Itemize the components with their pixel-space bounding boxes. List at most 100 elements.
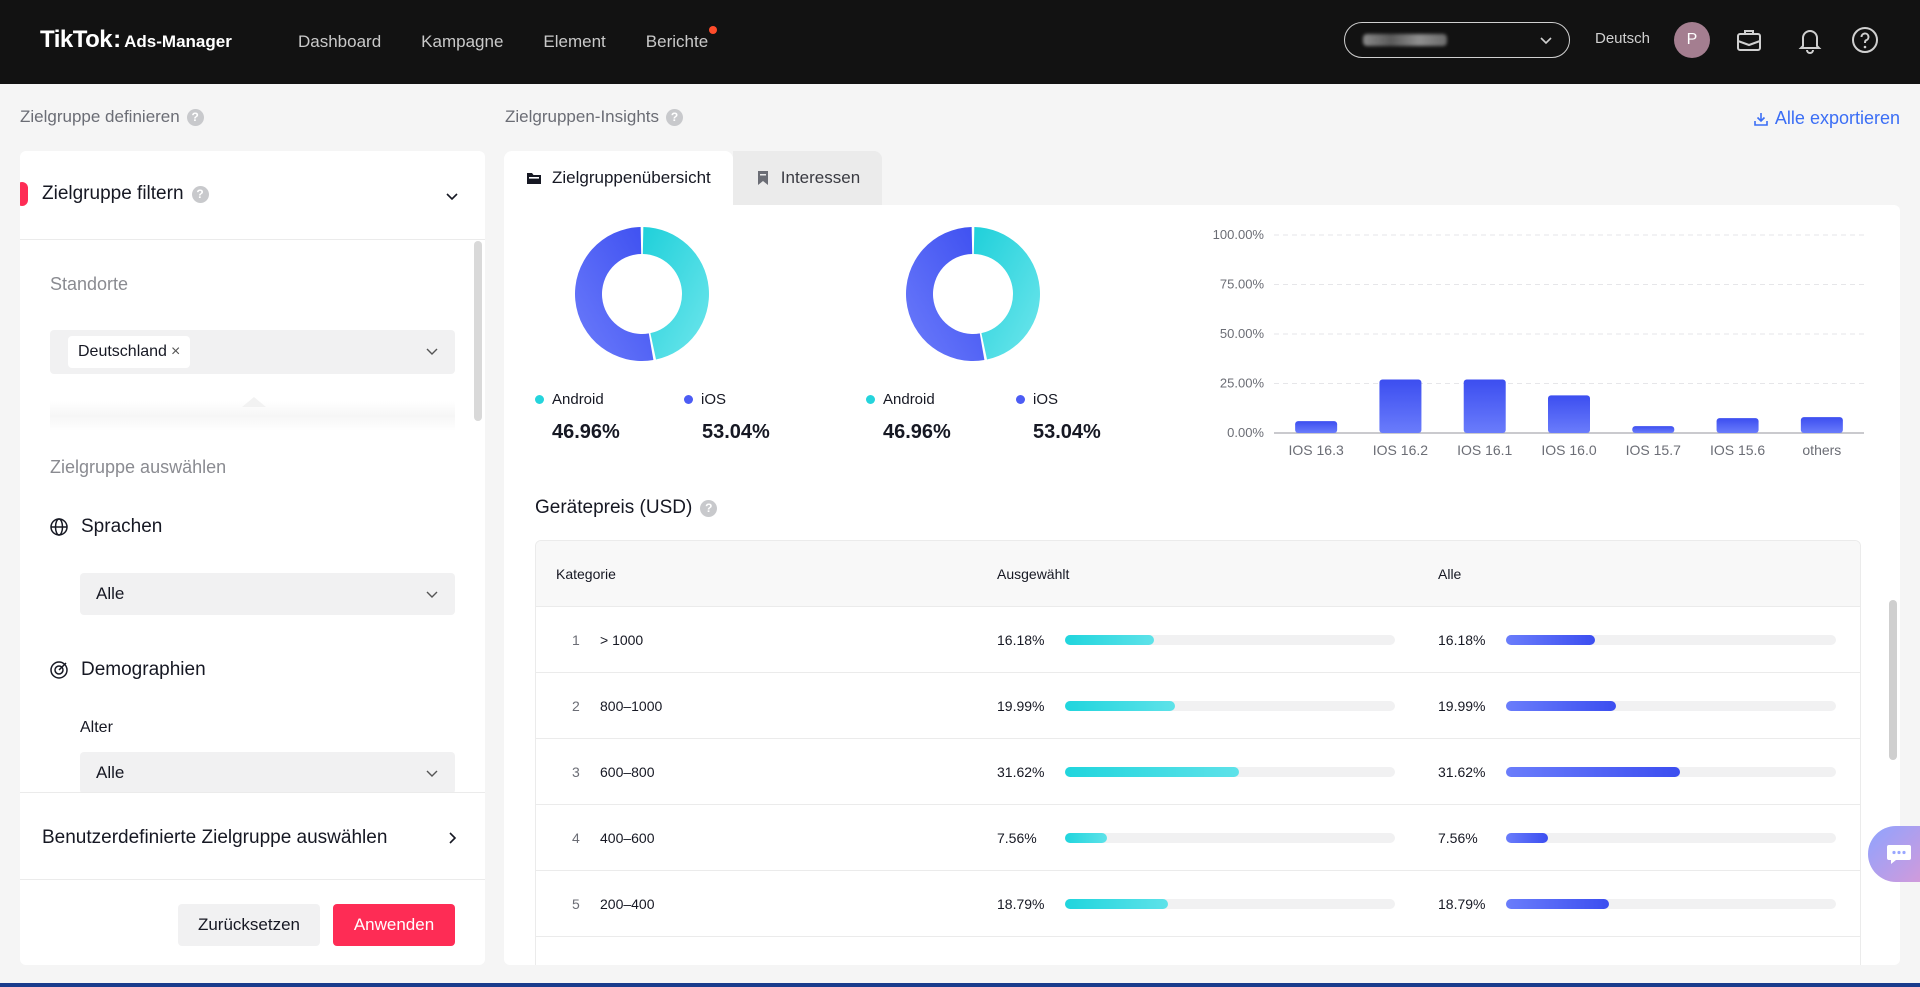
donut-slice-ios: [905, 227, 985, 361]
row-index: 4: [572, 830, 580, 846]
row-all-value: 5.86%: [1438, 962, 1478, 965]
help-icon[interactable]: ?: [666, 108, 684, 126]
panel-scrollbar[interactable]: [474, 241, 482, 421]
legend-ios: iOS: [1016, 391, 1058, 408]
age-select[interactable]: Alle: [80, 752, 455, 794]
scroll-fade-notch: [242, 397, 266, 407]
col-category: Kategorie: [556, 566, 616, 582]
location-tag-label: Deutschland: [78, 343, 167, 360]
row-index: 6: [572, 962, 580, 965]
logo-product: Ads-Manager: [124, 32, 232, 51]
tiktok-ads-manager-logo[interactable]: TikTok : Ads-Manager: [40, 26, 232, 54]
android-dot: [535, 395, 544, 404]
nav-element[interactable]: Element: [543, 32, 606, 51]
bar[interactable]: [1295, 421, 1338, 433]
help-icon[interactable]: ?: [186, 108, 204, 126]
y-tick-label: 100.00%: [1213, 227, 1265, 242]
row-all-value: 18.79%: [1438, 896, 1486, 912]
android-percent: 46.96%: [552, 421, 620, 443]
bookmark-icon: [757, 171, 768, 185]
selected-progress-fill: [1065, 899, 1169, 909]
all-progress-bar: [1506, 767, 1836, 777]
bar[interactable]: [1716, 418, 1759, 433]
help-icon[interactable]: [1849, 24, 1881, 56]
row-category: > 1000: [600, 632, 644, 648]
chevron-down-icon[interactable]: [445, 189, 459, 203]
bar[interactable]: [1463, 379, 1506, 433]
selected-progress-fill: [1065, 767, 1239, 777]
x-tick-label: others: [1802, 442, 1841, 458]
languages-select[interactable]: Alle: [80, 573, 455, 615]
x-tick-label: IOS 15.7: [1626, 442, 1681, 458]
os-donut-chart-1: [574, 227, 709, 361]
top-nav-bar: TikTok : Ads-Manager Dashboard Kampagne …: [0, 0, 1920, 84]
row-selected-value: 18.79%: [997, 896, 1045, 912]
briefcase-icon[interactable]: [1733, 24, 1765, 56]
nav-kampagne[interactable]: Kampagne: [421, 32, 504, 51]
ios-dot: [1016, 395, 1025, 404]
row-index: 5: [572, 896, 580, 912]
ios-percent: 53.04%: [702, 421, 770, 443]
all-progress-fill: [1506, 899, 1610, 909]
chat-button[interactable]: [1868, 826, 1920, 882]
custom-audience-label: Benutzerdefinierte Zielgruppe auswählen: [42, 827, 388, 848]
close-icon[interactable]: ×: [170, 343, 181, 360]
table-row: 4 400–600 7.56% 7.56%: [536, 805, 1860, 871]
selected-progress-fill: [1065, 701, 1175, 711]
notification-dot: [709, 26, 718, 34]
avatar[interactable]: P: [1674, 22, 1710, 58]
row-index: 3: [572, 764, 580, 780]
bar[interactable]: [1379, 379, 1422, 433]
selected-progress-fill: [1065, 635, 1154, 645]
all-progress-bar: [1506, 635, 1836, 645]
tab-audience-overview[interactable]: Zielgruppenübersicht: [504, 151, 733, 205]
main-nav: Dashboard Kampagne Element Berichte: [298, 0, 748, 84]
apply-button[interactable]: Anwenden: [333, 904, 455, 946]
bar[interactable]: [1548, 395, 1590, 433]
audience-filter-panel: Zielgruppe filtern ? Standorte Deutschla…: [20, 151, 485, 965]
x-tick-label: IOS 15.6: [1710, 442, 1765, 458]
languages-value: Alle: [96, 584, 125, 603]
tab-interests[interactable]: Interessen: [732, 151, 883, 205]
download-icon: [1754, 112, 1768, 126]
help-icon[interactable]: ?: [700, 499, 718, 517]
language-switch[interactable]: Deutsch: [1595, 30, 1651, 47]
x-tick-label: IOS 16.1: [1457, 442, 1512, 458]
ios-version-bar-chart: 0.00% 25.00% 50.00% 75.00% 100.00% IOS 16.3 IO…: [1213, 227, 1864, 458]
legend-android: Android: [866, 391, 935, 408]
reset-button[interactable]: Zurücksetzen: [178, 904, 320, 946]
selected-progress-bar: [1065, 701, 1395, 711]
bar[interactable]: [1632, 426, 1675, 433]
android-percent: 46.96%: [883, 421, 951, 443]
export-all-button[interactable]: Alle exportieren: [1753, 108, 1900, 129]
account-selector[interactable]: [1344, 22, 1570, 58]
chevron-down-icon: [1540, 37, 1552, 45]
demographics-header: Demographien: [49, 659, 206, 681]
audience-insights-title: Zielgruppen-Insights ?: [505, 107, 684, 127]
insights-tabs: Zielgruppenübersicht Interessen: [504, 151, 883, 205]
table-row: 5 200–400 18.79% 18.79%: [536, 871, 1860, 937]
locations-select[interactable]: Deutschland ×: [50, 330, 455, 374]
help-icon[interactable]: ?: [191, 185, 209, 203]
locations-label: Standorte: [50, 274, 129, 294]
logo-separator: :: [113, 26, 122, 53]
page-scrollbar[interactable]: [1889, 600, 1897, 760]
bell-icon[interactable]: [1794, 24, 1826, 56]
y-tick-label: 0.00%: [1227, 425, 1264, 440]
selected-progress-bar: [1065, 767, 1395, 777]
chevron-down-icon: [426, 348, 438, 355]
filter-audience-label: Zielgruppe filtern: [42, 183, 184, 204]
bar[interactable]: [1800, 417, 1843, 433]
x-tick-label: IOS 16.0: [1541, 442, 1596, 458]
logo-brand: TikTok: [40, 26, 113, 53]
chat-icon: [1887, 845, 1911, 864]
nav-dashboard[interactable]: Dashboard: [298, 32, 382, 51]
nav-berichte[interactable]: Berichte: [646, 26, 718, 52]
device-price-table: Kategorie Ausgewählt Alle 1 > 1000 16.18% 1…: [535, 540, 1861, 965]
custom-audience-row[interactable]: Benutzerdefinierte Zielgruppe auswählen: [20, 792, 485, 880]
row-selected-value: 5.86%: [997, 962, 1037, 965]
row-category: 200–400: [600, 896, 655, 912]
row-all-value: 16.18%: [1438, 632, 1486, 648]
filter-audience-header[interactable]: Zielgruppe filtern ?: [20, 151, 485, 240]
selected-progress-fill: [1065, 833, 1107, 843]
